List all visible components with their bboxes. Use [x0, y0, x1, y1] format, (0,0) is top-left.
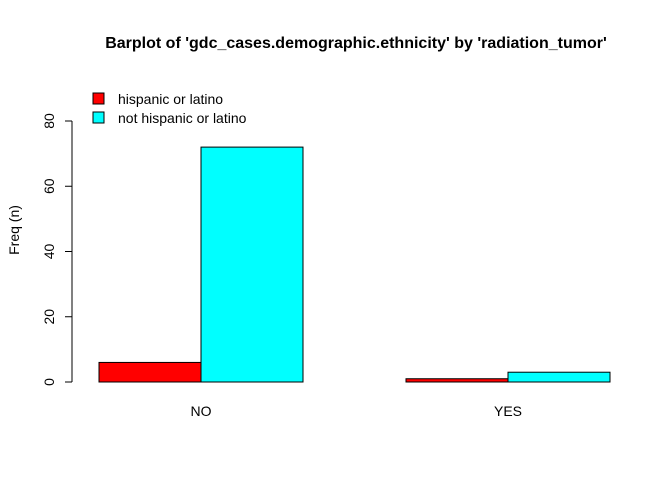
legend-label: hispanic or latino: [118, 91, 223, 107]
legend-swatch: [92, 111, 105, 124]
y-tick-label: 80: [41, 113, 57, 129]
bar: [200, 146, 304, 383]
bar: [98, 361, 202, 383]
y-tick-label: 40: [41, 244, 57, 260]
bar: [507, 371, 611, 383]
y-axis: 0 20 40 60 80: [41, 113, 73, 386]
category-labels: NO YES: [191, 403, 523, 419]
bars-group: [98, 146, 611, 383]
legend-swatch: [92, 92, 105, 105]
y-tick-label: 0: [41, 378, 57, 386]
legend-label: not hispanic or latino: [118, 110, 247, 126]
legend: hispanic or latino not hispanic or latino: [92, 91, 247, 126]
x-category-label: YES: [494, 403, 522, 419]
y-axis-label: Freq (n): [6, 205, 22, 255]
bar: [405, 378, 509, 383]
x-category-label: NO: [191, 403, 212, 419]
y-tick-label: 60: [41, 178, 57, 194]
y-tick-label: 20: [41, 309, 57, 325]
chart-title: Barplot of 'gdc_cases.demographic.ethnic…: [105, 35, 607, 52]
